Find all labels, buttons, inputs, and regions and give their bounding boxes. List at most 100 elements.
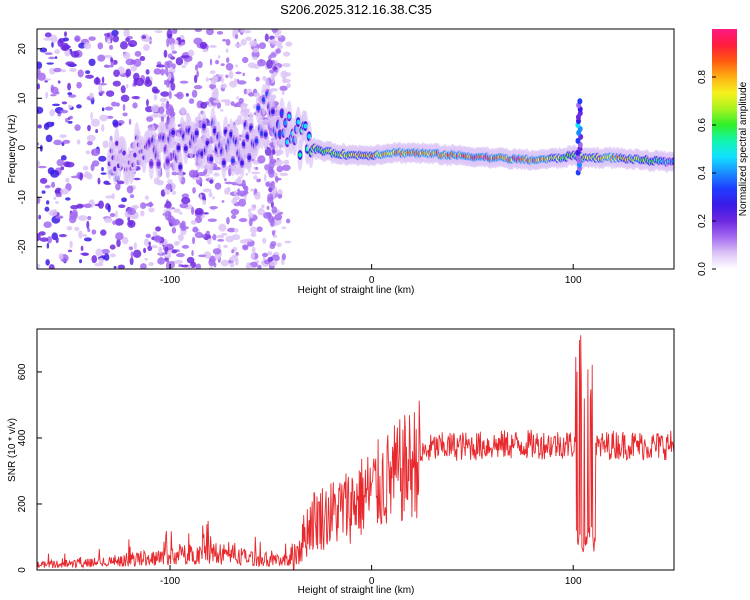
spectral-blob	[219, 109, 224, 112]
spectral-blob	[65, 117, 69, 123]
snr-frame	[36, 328, 675, 571]
spectral-blob	[171, 190, 177, 195]
spectral-blob	[209, 70, 216, 75]
spectral-blob	[171, 249, 178, 254]
spectral-blob	[286, 83, 291, 89]
spectral-blob	[208, 266, 214, 269]
spectral-blob	[154, 235, 162, 243]
spectral-blob	[193, 74, 198, 84]
x-tick: 0	[369, 264, 375, 286]
spectral-blob	[117, 264, 126, 269]
colorbar-tick-label: 0.8	[697, 70, 708, 84]
spectral-blob	[43, 221, 52, 228]
spectral-blob	[131, 95, 140, 100]
spectral-blob	[272, 71, 277, 77]
spectral-blob	[220, 77, 224, 84]
spectral-blob	[122, 112, 128, 117]
spectral-blob	[205, 29, 214, 36]
colorbar: 0.0 0.2 0.4 0.6 0.8 Normalized spectral ampl…	[697, 29, 749, 276]
spectral-blob	[112, 80, 121, 87]
snr-panel: -100 0 100 0 200 400 600 Height of straight l…	[7, 328, 675, 596]
spectral-blob	[100, 90, 105, 95]
spectral-blob	[109, 244, 116, 250]
spectral-blob	[281, 226, 287, 230]
spectral-blob	[243, 190, 249, 195]
spectral-blob	[118, 122, 122, 126]
spectral-blob	[257, 155, 266, 164]
spectral-blob	[164, 61, 170, 69]
spectral-blob	[171, 29, 178, 34]
spectral-blob	[152, 88, 160, 94]
spectral-blob	[166, 37, 170, 48]
spectral-blob	[112, 119, 119, 127]
y-tick-label: 0	[17, 145, 28, 151]
spectral-blob	[271, 29, 279, 33]
spectral-blob	[207, 238, 212, 245]
spectral-blob	[174, 93, 182, 97]
spectral-blob	[268, 169, 275, 178]
spectral-blob	[110, 57, 114, 63]
spectral-core	[261, 97, 266, 103]
spectral-core	[171, 130, 175, 136]
spectral-blob	[86, 134, 96, 142]
spectral-blob	[225, 48, 229, 53]
spectral-blob	[267, 196, 274, 204]
spectral-blob	[37, 72, 46, 81]
spectral-blob	[116, 238, 121, 248]
spectral-blob	[44, 78, 52, 81]
x-tick: -100	[160, 565, 180, 587]
spectrogram-x-axis-title: Height of straight line (km)	[298, 285, 415, 296]
spectral-blob	[109, 44, 114, 50]
spectral-blob	[234, 77, 237, 85]
spectral-blob	[194, 64, 199, 71]
spectral-blob	[256, 178, 261, 183]
x-tick-label: -100	[160, 275, 180, 286]
spectral-blob	[149, 114, 158, 118]
spectral-core	[156, 161, 161, 167]
spectral-blob	[192, 177, 201, 181]
spectral-blob	[165, 200, 172, 209]
spectral-blob	[98, 257, 104, 265]
spectral-blob	[63, 161, 71, 168]
spectral-blob	[208, 258, 215, 267]
spectral-blob	[87, 227, 91, 233]
spectral-blob	[122, 51, 131, 60]
spectral-blob	[208, 191, 213, 198]
snr-y-axis-title: SNR (10 * v/v)	[7, 418, 18, 482]
spectral-blob	[227, 227, 236, 233]
spectral-blob	[256, 226, 263, 233]
snr-line-layer	[37, 335, 674, 570]
spectral-blob	[274, 159, 284, 166]
y-tick: 200	[17, 495, 42, 512]
spectral-blob	[101, 76, 105, 84]
spectral-blob	[49, 109, 55, 117]
spectral-blob	[57, 80, 61, 84]
spectral-blob	[193, 37, 203, 45]
spectral-blob	[111, 29, 119, 37]
spectral-blob	[194, 207, 204, 215]
colorbar-tick: 0.8	[697, 70, 716, 84]
spectral-core	[296, 119, 301, 125]
spectral-blob	[257, 264, 262, 269]
spectral-blob	[270, 52, 277, 58]
spectral-blob	[276, 165, 284, 173]
spectral-blob	[216, 234, 225, 239]
spectral-blob	[249, 40, 258, 47]
spectral-blob	[133, 58, 142, 68]
spectral-blob	[237, 80, 247, 85]
y-tick: -10	[17, 190, 42, 204]
spectral-blob	[88, 92, 94, 99]
spectral-blob	[135, 77, 145, 87]
spectral-blob	[104, 182, 112, 186]
spectral-blob	[113, 69, 120, 77]
spectral-blob	[226, 186, 231, 193]
spectral-blob	[121, 197, 127, 203]
colorbar-tick-label: 0.6	[697, 118, 708, 132]
spectrogram-x-ticks: -100 0 100	[160, 264, 582, 286]
spectral-blob	[177, 233, 184, 242]
colorbar-tick: 0.6	[697, 118, 716, 132]
spectral-core	[209, 156, 213, 162]
spectral-blob	[87, 215, 92, 221]
spectral-blob	[132, 102, 138, 109]
